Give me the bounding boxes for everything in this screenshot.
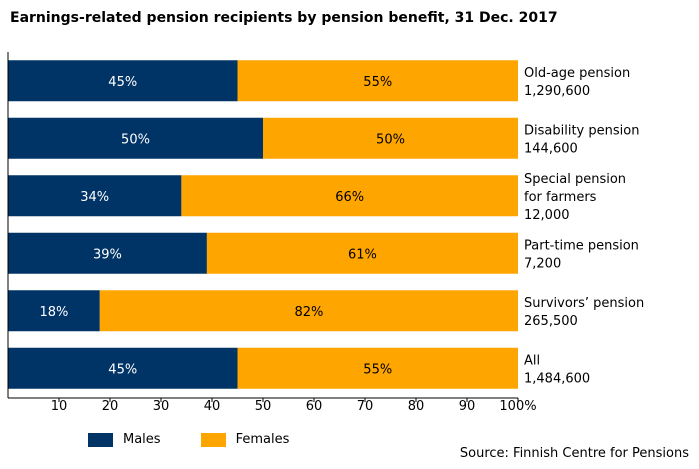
bar-males-2 [8, 175, 182, 217]
category-labels: Old-age pension 1,290,600 Disability pensi… [524, 66, 644, 387]
bar-females-5 [237, 347, 518, 389]
bar-label-males-5: 45% [108, 362, 137, 377]
bar-label-females-2: 66% [335, 190, 364, 205]
bar-label-females-4: 82% [294, 305, 323, 320]
category-label-2-2: 12,000 [524, 208, 570, 223]
bar-label-males-2: 34% [80, 190, 109, 205]
x-tick-label-1: 20 [102, 399, 119, 414]
category-label-0-0: Old-age pension [524, 66, 630, 81]
bar-label-males-3: 39% [93, 247, 122, 262]
category-label-5-1: 1,484,600 [524, 371, 590, 386]
bar-males-4 [8, 290, 100, 332]
bar-females-3 [206, 232, 518, 274]
legend-label-males: Males [123, 432, 161, 447]
category-label-1-0: Disability pension [524, 123, 639, 138]
category-label-5-0: All [524, 353, 540, 368]
bar-label-females-5: 55% [363, 362, 392, 377]
bar-label-females-1: 50% [376, 132, 405, 147]
category-label-4-0: Survivors’ pension [524, 296, 644, 311]
bar-females-1 [263, 117, 518, 159]
bar-females-4 [99, 290, 519, 332]
category-label-3-1: 7,200 [524, 256, 561, 271]
bar-males-5 [8, 347, 238, 389]
legend-label-females: Females [235, 432, 290, 447]
x-tick-label-6: 70 [357, 399, 374, 414]
x-tick-label-3: 40 [204, 399, 221, 414]
category-label-2-1: for farmers [524, 190, 597, 205]
x-tick-label-8: 90 [459, 399, 476, 414]
bar-label-females-0: 55% [363, 75, 392, 90]
x-tick-label-4: 50 [255, 399, 272, 414]
legend-swatch-females [200, 432, 226, 447]
bar-males-3 [8, 232, 207, 274]
category-label-0-1: 1,290,600 [524, 84, 590, 99]
chart-title: Earnings-related pension recipients by p… [10, 10, 558, 26]
legend: Males Females [88, 432, 329, 447]
x-tick-label-5: 60 [306, 399, 323, 414]
x-tick-label-0: 10 [51, 399, 68, 414]
legend-item-males: Males [88, 432, 161, 447]
legend-swatch-males [88, 432, 113, 447]
bar-females-0 [237, 60, 518, 102]
bar-label-males-0: 45% [108, 75, 137, 90]
bar-females-2 [181, 175, 518, 217]
category-label-2-0: Special pension [524, 172, 626, 187]
legend-item-females: Females [200, 432, 290, 447]
x-tick-label-9: 100% [499, 399, 536, 414]
bar-males-1 [8, 117, 263, 159]
bar-label-females-3: 61% [348, 247, 377, 262]
category-label-4-1: 265,500 [524, 314, 578, 329]
category-label-3-0: Part-time pension [524, 238, 639, 253]
x-tick-label-7: 80 [408, 399, 425, 414]
source-note: Source: Finnish Centre for Pensions [459, 446, 689, 461]
bar-label-males-4: 18% [39, 305, 68, 320]
x-axis: 10 20 30 40 50 60 70 80 90 100% [7, 52, 537, 414]
x-tick-label-2: 30 [153, 399, 170, 414]
bars-layer: 45% 55% 50% 50% 34% 66% 39% 61% 18% 82% 45% 55% [8, 60, 519, 389]
bar-label-males-1: 50% [121, 132, 150, 147]
bar-males-0 [8, 60, 238, 102]
category-label-1-1: 144,600 [524, 141, 578, 156]
